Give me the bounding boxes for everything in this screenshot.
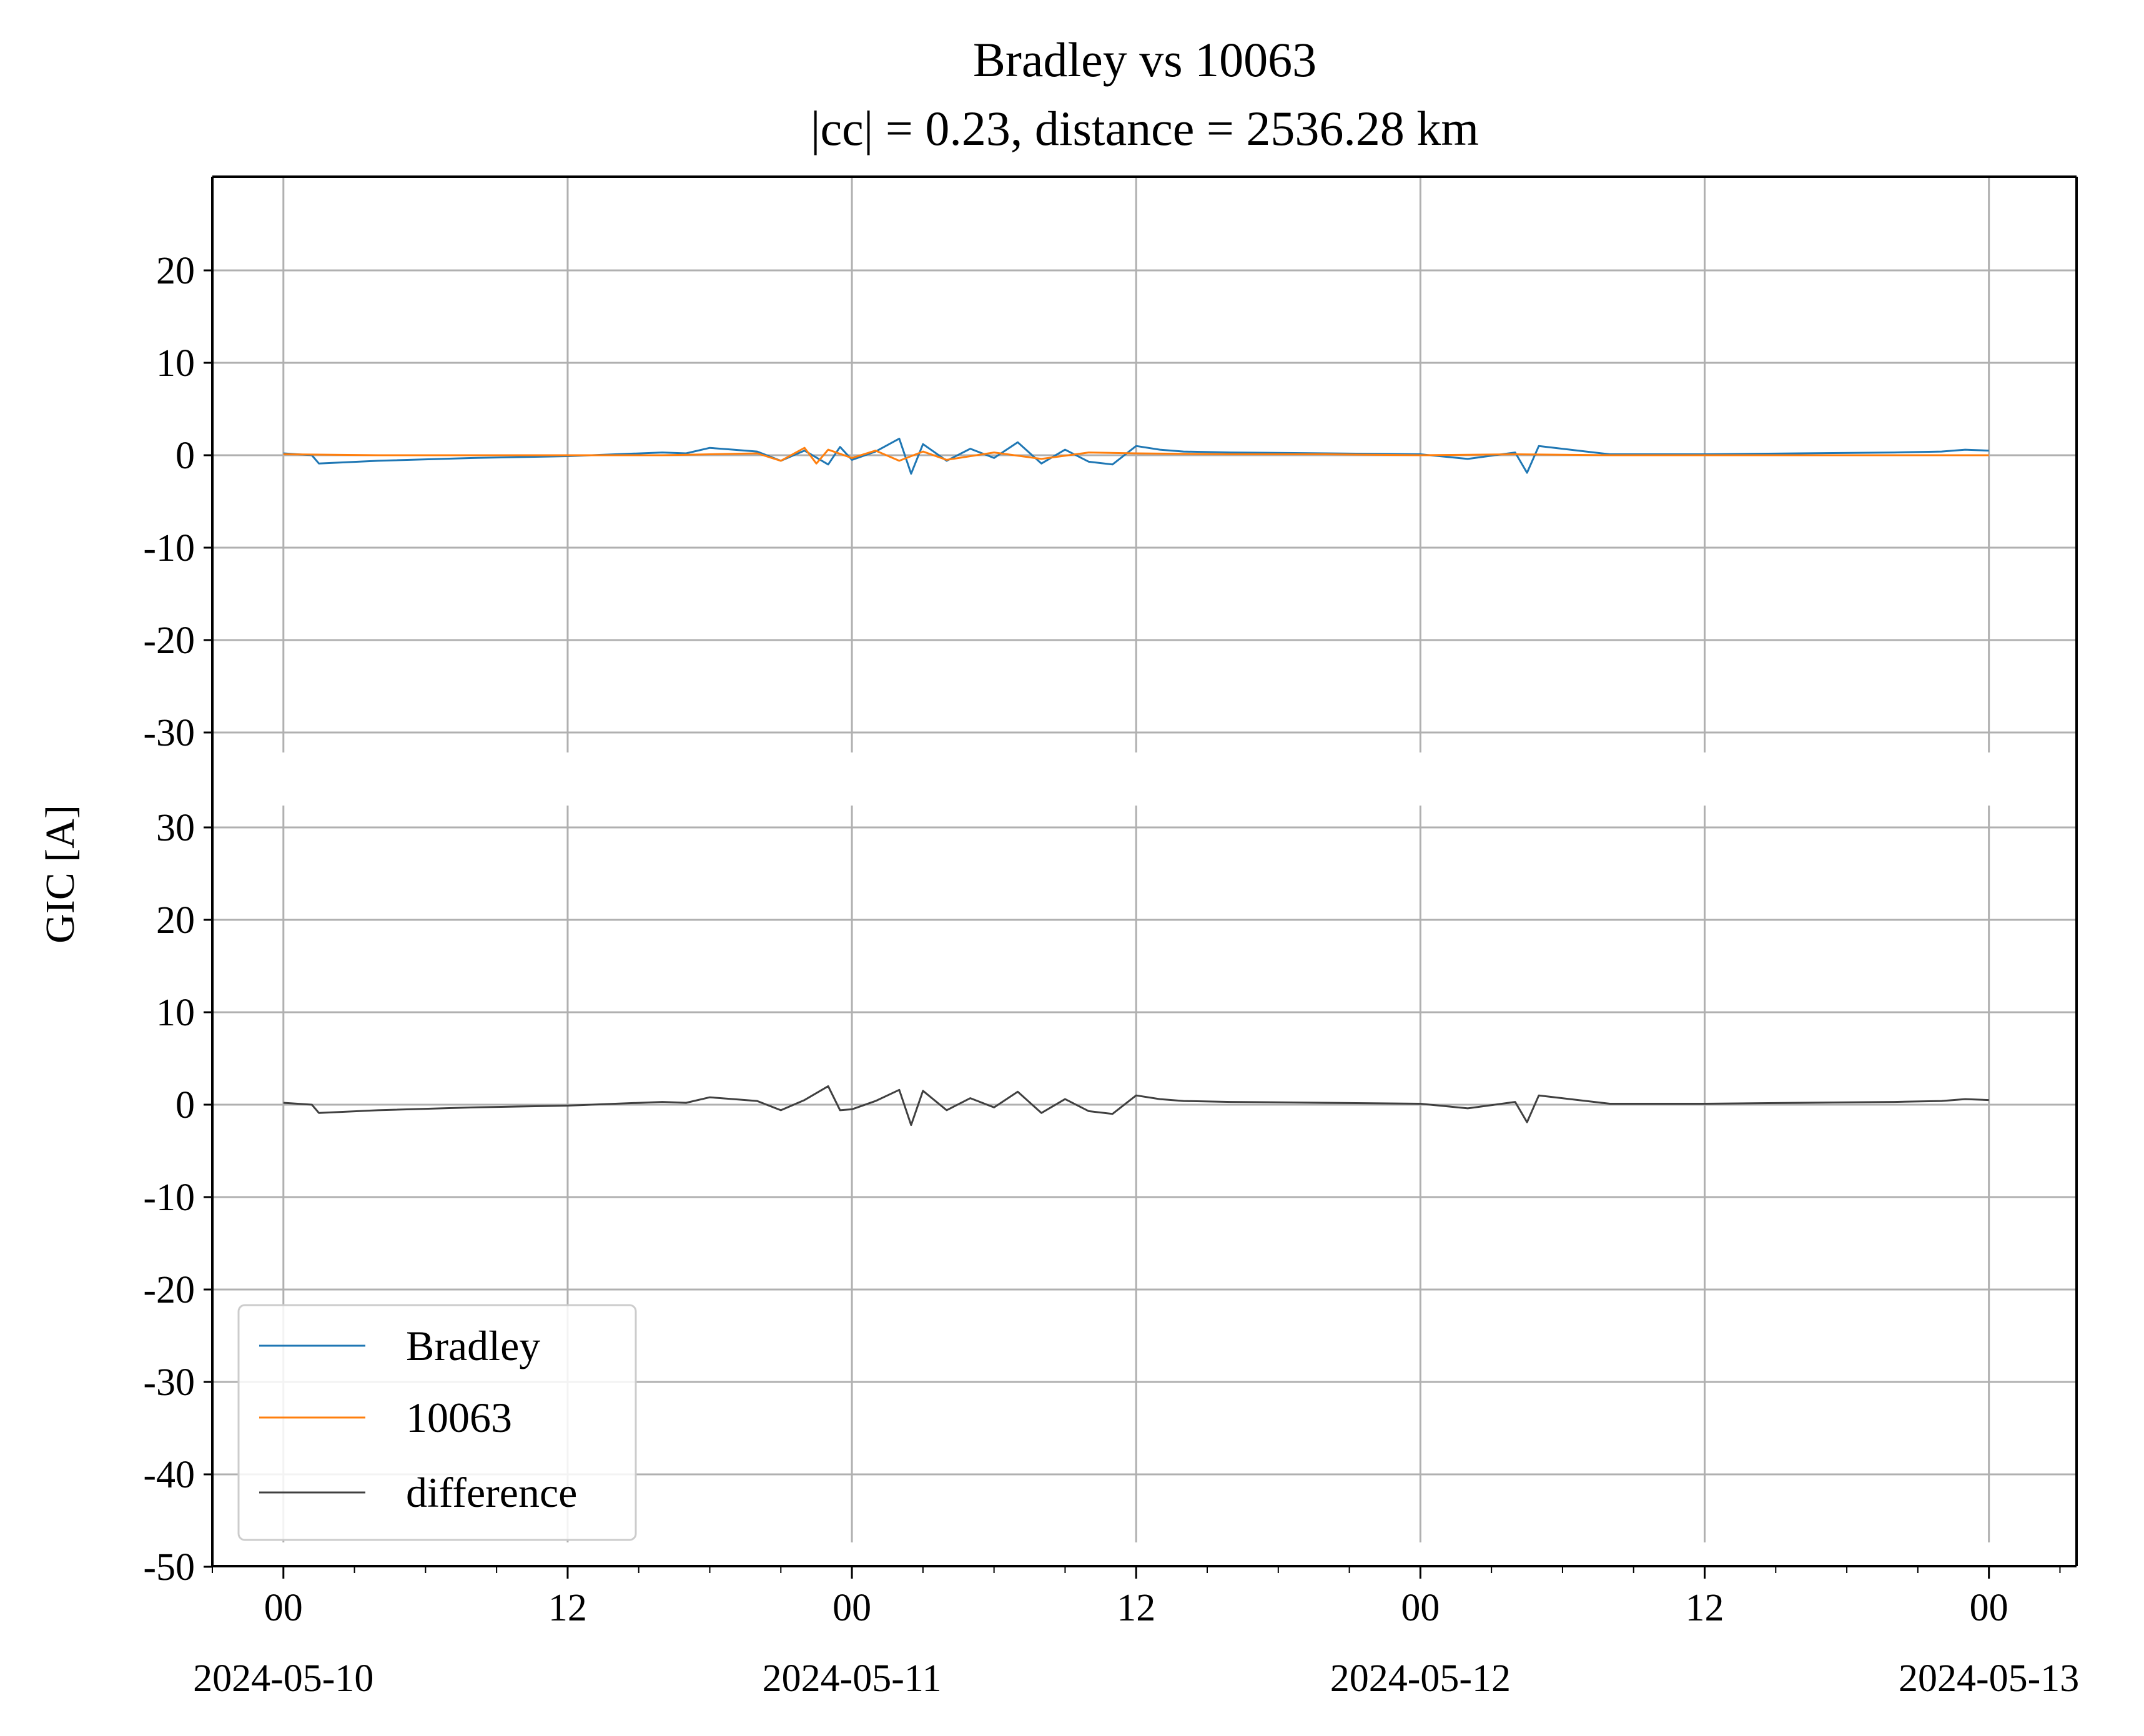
axes xyxy=(204,175,2078,1579)
xtick-label-date: 2024-05-11 xyxy=(763,1657,942,1700)
series-lines xyxy=(283,437,1989,1127)
top-ytick-label: 0 xyxy=(175,435,195,477)
xtick-label-date: 2024-05-13 xyxy=(1899,1657,2079,1700)
xtick-label-time: 00 xyxy=(832,1587,871,1629)
bottom-ytick-label: -10 xyxy=(143,1176,195,1219)
tick-labels: 20 10 0 -10 -20 -30 30 20 10 0 -10 -20 -30 -40 -50 00 20… xyxy=(143,250,2079,1700)
xtick-label-time: 12 xyxy=(1686,1587,1724,1629)
bottom-ytick-label: -40 xyxy=(143,1454,195,1496)
top-ytick-label: -20 xyxy=(143,619,195,662)
bottom-ytick-label: -20 xyxy=(143,1269,195,1311)
bottom-ytick-label: 0 xyxy=(175,1084,195,1127)
top-ytick-label: 10 xyxy=(156,342,195,385)
xtick-label-time: 00 xyxy=(1970,1587,2008,1629)
series-line-10063 xyxy=(283,446,1989,465)
bottom-ytick-label: -30 xyxy=(143,1361,195,1404)
xtick-label-date: 2024-05-10 xyxy=(193,1657,373,1700)
legend: Bradley 10063 difference xyxy=(237,1304,637,1541)
xtick-label-time: 00 xyxy=(1401,1587,1440,1629)
xtick-label-time: 12 xyxy=(548,1587,587,1629)
chart-title: Bradley vs 10063 xyxy=(973,32,1317,87)
top-ytick-label: -30 xyxy=(143,712,195,754)
chart-subtitle: |cc| = 0.23, distance = 2536.28 km xyxy=(811,101,1479,155)
bottom-ytick-label: 10 xyxy=(156,992,195,1034)
top-ytick-label: -10 xyxy=(143,527,195,570)
xtick-label-time: 00 xyxy=(264,1587,303,1629)
legend-label-10063: 10063 xyxy=(406,1394,512,1441)
bottom-ytick-label: -50 xyxy=(143,1546,195,1589)
legend-label-difference: difference xyxy=(406,1469,577,1516)
xtick-label-time: 12 xyxy=(1117,1587,1155,1629)
top-ytick-label: 20 xyxy=(156,250,195,292)
legend-label-bradley: Bradley xyxy=(406,1322,540,1369)
legend-box xyxy=(237,1304,637,1541)
series-line-difference xyxy=(283,1085,1989,1127)
y-axis-label: GIC [A] xyxy=(37,805,83,944)
bottom-ytick-label: 20 xyxy=(156,899,195,942)
bottom-ytick-label: 30 xyxy=(156,807,195,849)
xtick-label-date: 2024-05-12 xyxy=(1330,1657,1511,1700)
